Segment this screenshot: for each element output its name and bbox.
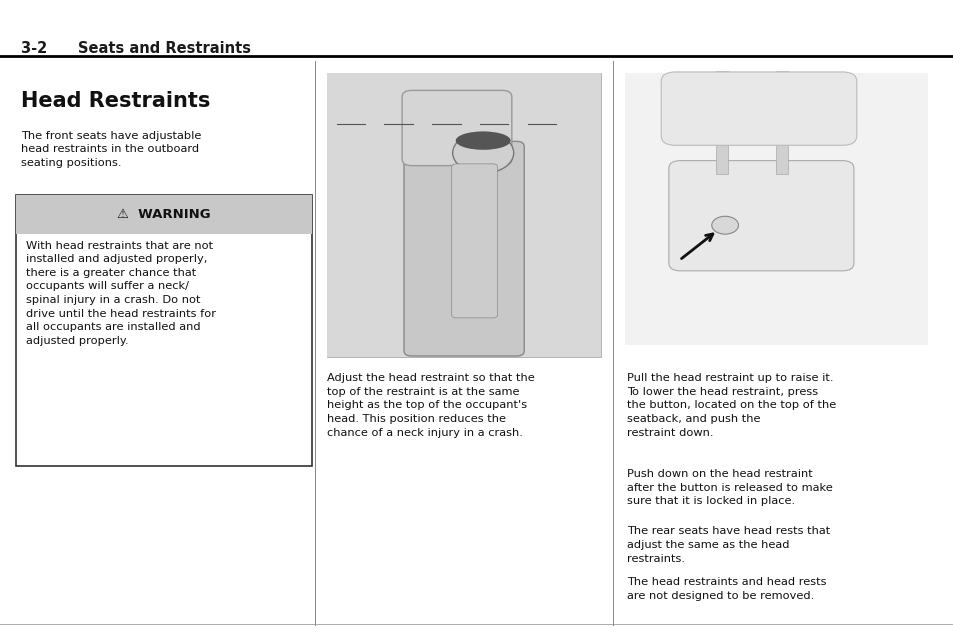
Text: ⚠  WARNING: ⚠ WARNING [117, 208, 211, 221]
Text: The front seats have adjustable
head restraints in the outboard
seating position: The front seats have adjustable head res… [21, 131, 201, 168]
Bar [775, 71, 787, 174]
Circle shape [453, 133, 514, 174]
Text: Pull the head restraint up to raise it.
To lower the head restraint, press
the b: Pull the head restraint up to raise it. … [626, 373, 835, 438]
Bar [715, 71, 727, 174]
Text: The head restraints and head rests
are not designed to be removed.: The head restraints and head rests are n… [626, 577, 825, 601]
Text: Head Restraints: Head Restraints [21, 91, 211, 110]
Text: With head restraints that are not
installed and adjusted properly,
there is a gr: With head restraints that are not instal… [26, 241, 215, 346]
Text: The rear seats have head rests that
adjust the same as the head
restraints.: The rear seats have head rests that adju… [626, 526, 829, 563]
FancyBboxPatch shape [452, 164, 497, 318]
Bar [16, 195, 312, 234]
Bar [327, 73, 600, 357]
FancyBboxPatch shape [660, 72, 856, 145]
Text: Adjust the head restraint so that the
top of the restraint is at the same
height: Adjust the head restraint so that the to… [327, 373, 535, 438]
FancyBboxPatch shape [402, 91, 512, 166]
FancyBboxPatch shape [668, 161, 853, 271]
Circle shape [711, 216, 738, 234]
Text: Push down on the head restraint
after the button is released to make
sure that i: Push down on the head restraint after th… [626, 469, 832, 506]
Bar [16, 195, 312, 466]
Ellipse shape [456, 131, 510, 150]
Bar [327, 73, 600, 357]
FancyBboxPatch shape [404, 142, 524, 356]
Bar [624, 73, 927, 345]
Text: 3-2      Seats and Restraints: 3-2 Seats and Restraints [21, 41, 251, 57]
